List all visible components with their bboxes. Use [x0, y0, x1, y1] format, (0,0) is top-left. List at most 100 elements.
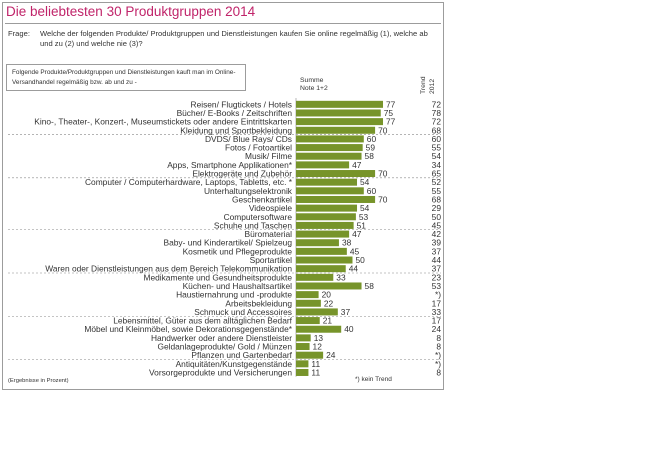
bar: [296, 230, 350, 238]
value-label: 60: [367, 134, 377, 144]
results-footnote: (Ergebnisse in Prozent): [8, 378, 69, 384]
bar: [296, 161, 350, 169]
category-label: Fotos / Fotoartikel: [225, 143, 292, 153]
bar: [296, 360, 309, 368]
trend-value: 33: [432, 307, 442, 317]
value-label: 37: [341, 307, 351, 317]
no-trend-note: *) kein Trend: [355, 376, 392, 383]
bar: [296, 308, 338, 316]
category-label: Videospiele: [249, 203, 292, 213]
bar: [296, 256, 353, 264]
category-label: Möbel und Kleinmöbel, sowie Dekorationsg…: [84, 324, 292, 334]
trend-value: *): [435, 350, 441, 360]
value-label: 54: [360, 203, 370, 213]
sum-column-header: Summe Note 1+2: [300, 77, 328, 93]
value-label: 58: [365, 281, 375, 291]
chart-frame: [2, 2, 444, 390]
category-label: Küchen- und Haushaltsartikel: [183, 281, 293, 291]
value-label: 38: [342, 238, 352, 248]
category-label: Medikamente und Gesundheitsprodukte: [143, 272, 292, 282]
category-label: Büromaterial: [245, 229, 293, 239]
bar: [296, 195, 376, 203]
trend-value: 52: [432, 177, 442, 187]
bar: [296, 368, 309, 376]
category-label: Apps, Smartphone Applikationen*: [167, 160, 293, 170]
bar: [296, 334, 311, 342]
category-label: DVDS/ Blue Rays/ CDs: [205, 134, 292, 144]
value-label: 51: [357, 220, 367, 230]
value-label: 40: [344, 324, 354, 334]
category-label: Kino-, Theater-, Konzert-, Museumsticket…: [34, 117, 292, 127]
trend-value: 50: [432, 212, 442, 222]
bar: [296, 144, 363, 152]
category-label: Computersoftware: [224, 212, 293, 222]
bar: [296, 221, 354, 229]
bar: [296, 239, 339, 247]
trend-value: 8: [436, 333, 441, 343]
bar: [296, 343, 310, 351]
category-label: Reisen/ Flugtickets / Hotels: [191, 99, 292, 109]
trend-value: 65: [432, 169, 442, 179]
bar: [296, 291, 319, 299]
trend-value: 37: [432, 246, 442, 256]
category-label: Schuhe und Taschen: [214, 220, 292, 230]
trend-value: 39: [432, 238, 442, 248]
trend-value: 45: [432, 220, 442, 230]
value-label: 59: [366, 143, 376, 153]
value-label: 12: [313, 342, 323, 352]
trend-value: 17: [432, 298, 442, 308]
value-label: 11: [311, 359, 320, 369]
category-label: Handwerker oder andere Dienstleister: [151, 333, 292, 343]
bar: [296, 178, 358, 186]
category-label: Kleidung und Sportbekleidung: [180, 125, 292, 135]
category-label: Baby- und Kinderartikel/ Spielzeug: [164, 238, 293, 248]
bar: [296, 135, 364, 143]
category-label: Geschenkartikel: [232, 194, 292, 204]
trend-value: 24: [432, 324, 442, 334]
value-label: 60: [367, 186, 377, 196]
value-label: 44: [349, 264, 359, 274]
value-label: 33: [336, 272, 346, 282]
bar: [296, 152, 362, 160]
question-text: Welche der folgenden Produkte/ Produktgr…: [40, 29, 428, 49]
trend-value: 23: [432, 272, 442, 282]
category-label: Vorsorgeprodukte und Versicherungen: [149, 367, 292, 377]
trend-value: 42: [432, 229, 442, 239]
trend-value: 78: [432, 108, 442, 118]
category-label: Geldanlageprodukte/ Gold / Münzen: [157, 342, 292, 352]
bar: [296, 213, 356, 221]
category-label: Sportartikel: [250, 255, 292, 265]
bar: [296, 317, 320, 325]
trend-value: 17: [432, 316, 442, 326]
category-label: Haustiernahrung und -produkte: [176, 290, 292, 300]
bar: [296, 247, 347, 255]
category-label: Computer / Computerhardware, Laptops, Ta…: [85, 177, 293, 187]
bar: [296, 118, 384, 126]
trend-value: 37: [432, 264, 442, 274]
value-label: 11: [311, 367, 320, 377]
category-label: Pflanzen und Gartenbedarf: [191, 350, 292, 360]
trend-value: *): [435, 359, 441, 369]
value-label: 70: [378, 169, 388, 179]
value-label: 53: [359, 212, 369, 222]
bar: [296, 325, 342, 333]
chart-title: Die beliebtesten 30 Produktgruppen 2014: [6, 4, 256, 19]
value-label: 70: [378, 194, 388, 204]
trend-value: 8: [436, 367, 441, 377]
category-label: Arbeitsbekleidung: [225, 298, 292, 308]
value-label: 45: [350, 246, 360, 256]
category-label: Bücher/ E-Books / Zeitschriften: [177, 108, 293, 118]
bar: [296, 273, 334, 281]
sum-header-line1: Summe: [300, 77, 324, 84]
value-label: 13: [314, 333, 324, 343]
value-label: 47: [352, 160, 362, 170]
trend-value: 8: [436, 342, 441, 352]
value-label: 70: [378, 125, 388, 135]
value-label: 75: [384, 108, 394, 118]
category-label: Schmuck und Accessoires: [194, 307, 292, 317]
trend-value: 72: [432, 99, 442, 109]
value-label: 21: [323, 316, 333, 326]
trend-value: 34: [432, 160, 442, 170]
trend-value: 60: [432, 134, 442, 144]
bar: [296, 299, 321, 307]
